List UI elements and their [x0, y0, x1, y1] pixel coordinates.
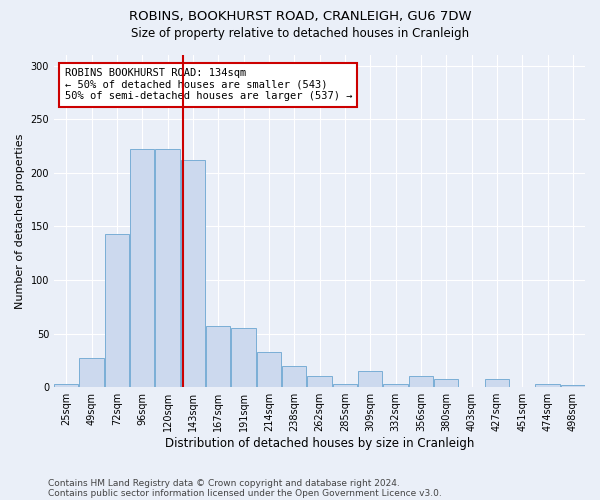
Bar [535, 384, 560, 387]
Bar [257, 352, 281, 387]
Bar [79, 358, 104, 387]
Text: Contains public sector information licensed under the Open Government Licence v3: Contains public sector information licen… [48, 488, 442, 498]
Text: ROBINS BOOKHURST ROAD: 134sqm
← 50% of detached houses are smaller (543)
50% of : ROBINS BOOKHURST ROAD: 134sqm ← 50% of d… [65, 68, 352, 102]
Bar [181, 160, 205, 387]
Text: Size of property relative to detached houses in Cranleigh: Size of property relative to detached ho… [131, 28, 469, 40]
Bar [54, 384, 79, 387]
X-axis label: Distribution of detached houses by size in Cranleigh: Distribution of detached houses by size … [165, 437, 474, 450]
Text: Contains HM Land Registry data © Crown copyright and database right 2024.: Contains HM Land Registry data © Crown c… [48, 478, 400, 488]
Bar [561, 385, 585, 387]
Bar [155, 150, 179, 387]
Bar [130, 150, 154, 387]
Bar [485, 378, 509, 387]
Text: ROBINS, BOOKHURST ROAD, CRANLEIGH, GU6 7DW: ROBINS, BOOKHURST ROAD, CRANLEIGH, GU6 7… [128, 10, 472, 23]
Bar [105, 234, 129, 387]
Bar [206, 326, 230, 387]
Bar [282, 366, 307, 387]
Bar [383, 384, 407, 387]
Bar [307, 376, 332, 387]
Y-axis label: Number of detached properties: Number of detached properties [15, 134, 25, 309]
Bar [232, 328, 256, 387]
Bar [358, 371, 382, 387]
Bar [409, 376, 433, 387]
Bar [333, 384, 357, 387]
Bar [434, 378, 458, 387]
